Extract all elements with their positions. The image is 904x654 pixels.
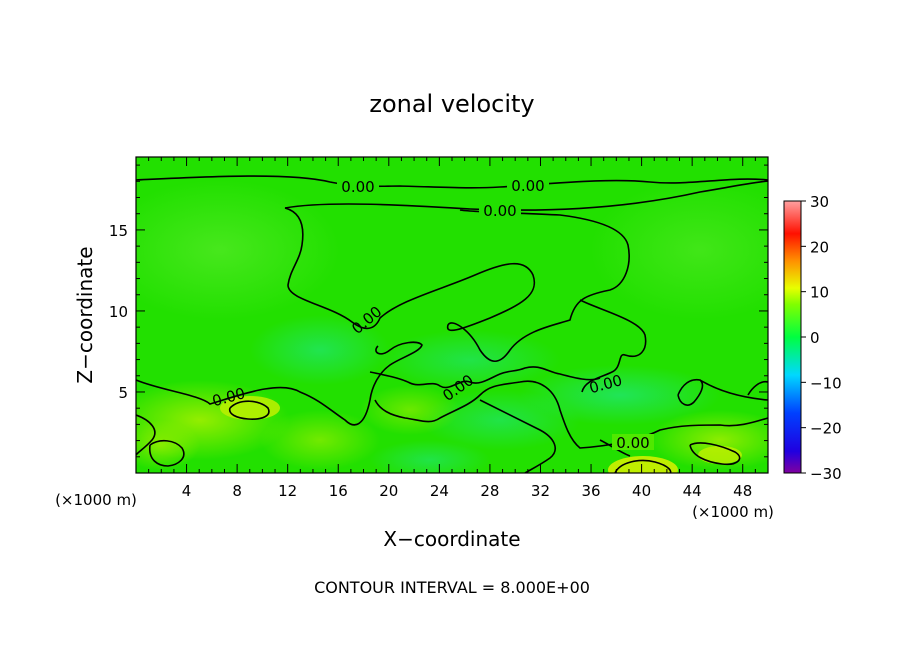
contour-line	[374, 380, 768, 449]
x-tick-label: 40	[632, 482, 651, 500]
contour-line	[479, 399, 556, 473]
x-axis: 4 8 12 16 20 24 28 32 36 40 44 48	[148, 157, 756, 500]
contour-line	[614, 459, 672, 473]
field-patch	[136, 180, 340, 320]
x-tick-label: 20	[379, 482, 398, 500]
contour-label: 0.00	[483, 202, 516, 220]
colorbar-tick-label: −20	[810, 420, 842, 438]
y-tick-label: 15	[109, 222, 128, 240]
x-tick-label: 16	[329, 482, 348, 500]
colorbar	[783, 200, 802, 474]
colorbar-tick-label: 30	[810, 193, 829, 211]
heatmap-field	[136, 157, 768, 473]
contour-line	[136, 414, 156, 456]
contour-label: 0.00	[511, 177, 544, 195]
contour-line	[284, 180, 768, 211]
colorbar-tick-label: −30	[810, 465, 842, 483]
x-tick-label: 36	[581, 482, 600, 500]
contour-line	[689, 442, 741, 466]
contour-line	[747, 380, 768, 396]
y-tick-label: 10	[109, 303, 128, 321]
colorbar-tick-label: 20	[810, 238, 829, 256]
contour-label: 0.00	[341, 178, 374, 196]
y-axis: 5 10 15	[109, 164, 768, 458]
x-tick-label: 24	[430, 482, 449, 500]
x-unit-left: (×1000 m)	[55, 491, 137, 509]
contour-line	[136, 341, 423, 426]
contour-line	[369, 366, 601, 389]
colorbar-tick-label: 0	[810, 329, 820, 347]
contour-line	[228, 400, 270, 420]
field-patch	[360, 385, 460, 435]
x-tick-label: 48	[733, 482, 752, 500]
colorbar-tick-label: −10	[810, 374, 842, 392]
field-patch	[420, 390, 580, 450]
field-patch	[370, 440, 490, 473]
x-tick-label: 4	[182, 482, 192, 500]
field-patch	[220, 396, 280, 420]
field-patch	[590, 180, 768, 320]
x-tick-label: 8	[232, 482, 242, 500]
x-tick-label: 28	[480, 482, 499, 500]
x-axis-label: X−coordinate	[383, 527, 520, 551]
contour-label: 0.00	[616, 434, 649, 452]
x-unit-right: (×1000 m)	[692, 503, 774, 521]
y-axis-label: Z−coordinate	[73, 246, 97, 383]
field-patch	[608, 456, 678, 473]
colorbar-tick-label: 10	[810, 284, 829, 302]
y-tick-label: 5	[118, 384, 128, 402]
x-tick-label: 44	[683, 482, 702, 500]
contour-line	[677, 378, 704, 406]
field-patch	[698, 446, 742, 464]
field-patch	[260, 410, 380, 470]
field-patch	[136, 420, 200, 470]
contour-line	[136, 175, 768, 189]
contour-lines	[136, 175, 768, 473]
x-tick-label: 12	[278, 482, 297, 500]
contour-line	[579, 299, 647, 393]
colorbar-ticks: 30 20 10 0 −10 −20 −30	[801, 193, 842, 483]
chart-title: zonal velocity	[369, 90, 534, 118]
contour-interval-label: CONTOUR INTERVAL = 8.000E+00	[314, 578, 590, 597]
contour-line	[284, 207, 630, 363]
field-patch	[250, 315, 390, 385]
contour-line	[699, 379, 768, 401]
x-tick-label: 32	[531, 482, 550, 500]
contour-line	[148, 439, 185, 467]
